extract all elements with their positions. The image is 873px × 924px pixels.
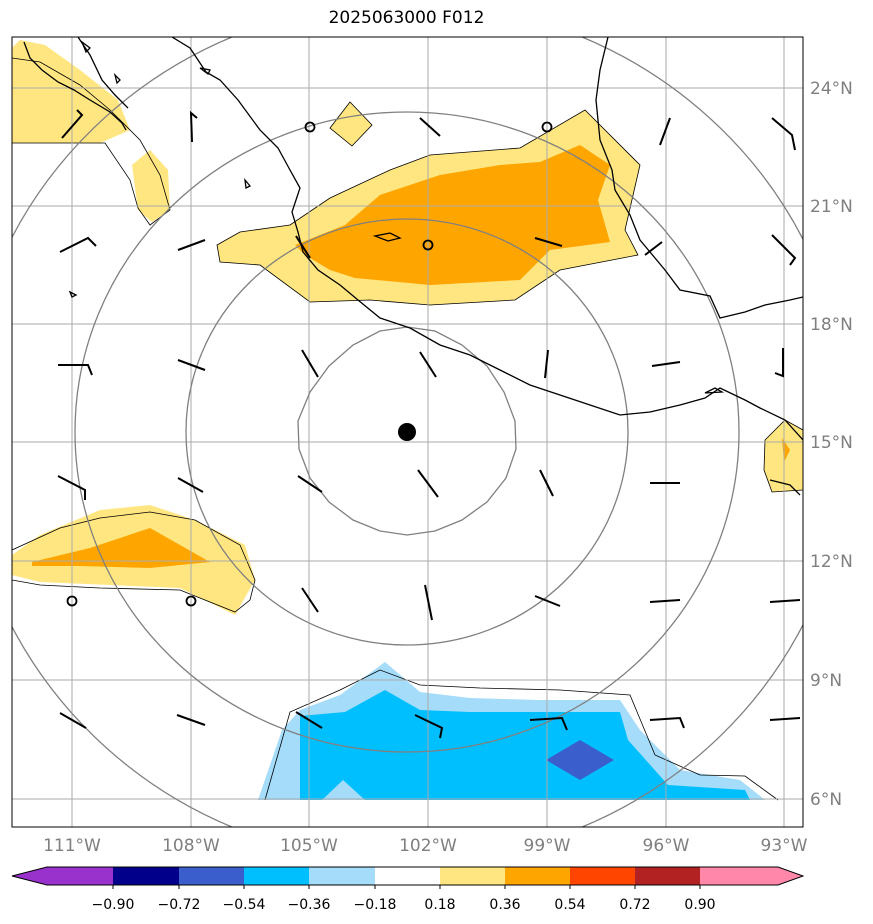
colorbar-tick-label: −0.36 [288,897,331,913]
colorbar-tick-label: 0.18 [424,897,455,913]
colorbar: −0.90 −0.72 −0.54 −0.36 −0.18 0.18 0.36 … [11,866,805,913]
lat-label: 18°N [810,315,853,335]
positive-shading-west [12,505,255,615]
colorbar-tick-label: −0.72 [158,897,201,913]
range-rings [12,37,803,827]
lon-label: 105°W [280,836,338,856]
lon-label: 93°W [761,836,808,856]
colorbar-segment [244,867,309,885]
colorbar-extend-low [12,867,47,885]
lon-label: 96°W [643,836,690,856]
colorbar-tick-label: 0.72 [619,897,650,913]
colorbar-ticks [112,885,701,889]
colorbar-segment [375,867,440,885]
colorbar-segment [47,867,113,885]
colorbar-tick-label: −0.54 [223,897,266,913]
negative-shading-south [258,662,765,800]
colorbar-segment [700,867,778,885]
lon-label: 99°W [524,836,571,856]
colorbar-tick-label: 0.90 [684,897,715,913]
colorbar-segments [12,867,803,885]
lon-label: 108°W [162,836,220,856]
colorbar-extend-high [778,867,803,885]
colorbar-tick-label: 0.36 [489,897,520,913]
colorbar-tick-label: −0.90 [92,897,135,913]
colorbar-segment [570,867,635,885]
lat-label: 21°N [810,197,853,217]
lat-lon-grid [12,37,803,827]
field-contours [12,57,803,801]
longitude-labels: 111°W 108°W 105°W 102°W 99°W 96°W 93°W [43,836,808,856]
colorbar-segment [635,867,700,885]
wind-barbs [57,109,801,739]
coastlines [23,37,803,496]
lat-label: 24°N [810,79,853,99]
storm-center-marker [398,423,416,441]
positive-shading-northwest [12,40,170,222]
colorbar-segment [113,867,179,885]
colorbar-segment [505,867,570,885]
map-frame [11,36,804,828]
colorbar-segment [309,867,375,885]
lat-label: 12°N [810,552,853,572]
colorbar-segment [440,867,505,885]
lon-label: 111°W [43,836,101,856]
calm-wind-markers [66,121,553,607]
lat-label: 9°N [810,671,842,691]
colorbar-tick-label: −0.18 [354,897,397,913]
colorbar-tick-label: 0.54 [554,897,585,913]
lat-label: 15°N [810,433,853,453]
lat-label: 6°N [810,790,842,810]
chart-title: 2025063000 F012 [328,8,485,28]
lon-label: 102°W [399,836,457,856]
latitude-labels: 24°N 21°N 18°N 15°N 12°N 9°N 6°N [810,79,853,810]
colorbar-segment [179,867,244,885]
